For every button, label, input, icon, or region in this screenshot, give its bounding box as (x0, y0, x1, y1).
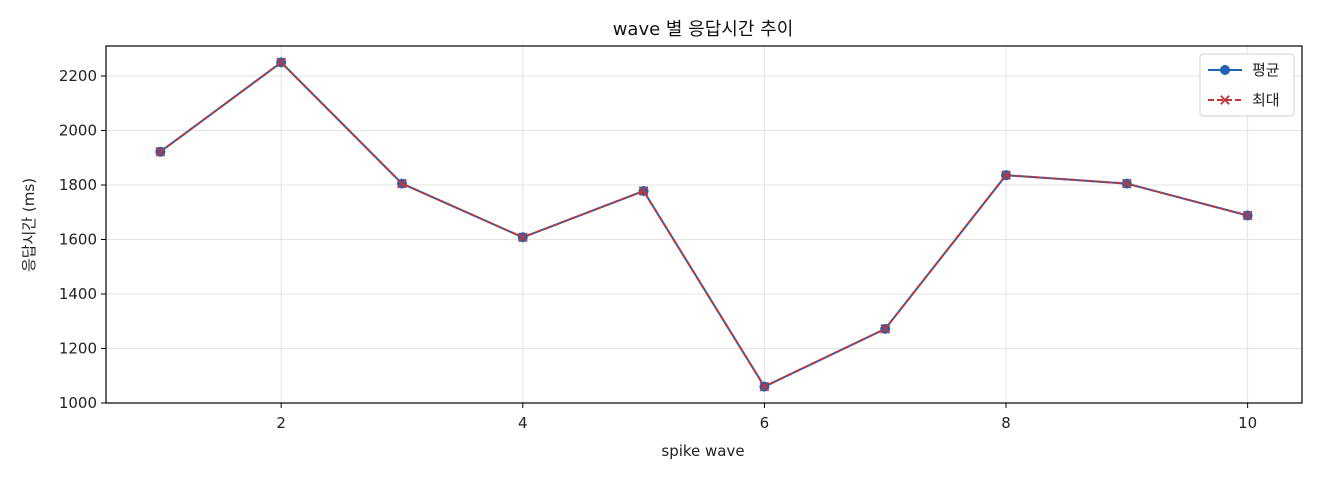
x-axis-label: spike wave (661, 442, 744, 460)
x-axis: 2 4 6 8 10 (276, 403, 1257, 432)
legend-label: 평균 (1252, 61, 1280, 79)
series-layer (155, 57, 1253, 392)
x-tick-label: 2 (276, 414, 286, 432)
data-point (638, 186, 649, 196)
y-tick-label: 1200 (59, 339, 97, 357)
x-tick-label: 6 (760, 414, 770, 432)
data-point (276, 57, 287, 68)
series-line (159, 61, 1248, 388)
legend-box (1199, 53, 1295, 117)
legend-entry: 평균 (1208, 61, 1280, 79)
data-point (155, 146, 166, 157)
series-line (159, 61, 1248, 388)
y-tick-label: 1600 (59, 230, 97, 248)
y-axis: 1000 1200 1400 1600 1800 2000 2200 (59, 67, 106, 412)
data-point (1242, 210, 1253, 221)
legend-marker (1220, 65, 1230, 75)
legend-label: 최대 (1252, 91, 1280, 109)
data-point (1001, 170, 1011, 181)
y-axis-label: 응답시간 (ms) (20, 178, 38, 272)
data-point (517, 232, 528, 243)
data-point (397, 178, 407, 189)
x-tick-label: 8 (1001, 414, 1011, 432)
x-tick-label: 4 (518, 414, 528, 432)
series-1 (155, 57, 1253, 392)
y-tick-label: 2000 (59, 121, 97, 139)
plot-frame (105, 45, 1303, 404)
y-tick-label: 1800 (59, 176, 97, 194)
data-point (759, 381, 770, 392)
data-point (880, 324, 891, 334)
y-tick-label: 1000 (59, 394, 97, 412)
series-2 (155, 57, 1253, 392)
x-tick-label: 10 (1238, 414, 1257, 432)
y-tick-label: 1400 (59, 285, 97, 303)
chart-title: wave 별 응답시간 추이 (613, 19, 794, 40)
legend-marker (1220, 95, 1230, 105)
grid (106, 46, 1302, 404)
legend-entry: 최대 (1208, 91, 1280, 109)
y-tick-label: 2200 (59, 67, 97, 85)
data-point (1121, 178, 1132, 189)
